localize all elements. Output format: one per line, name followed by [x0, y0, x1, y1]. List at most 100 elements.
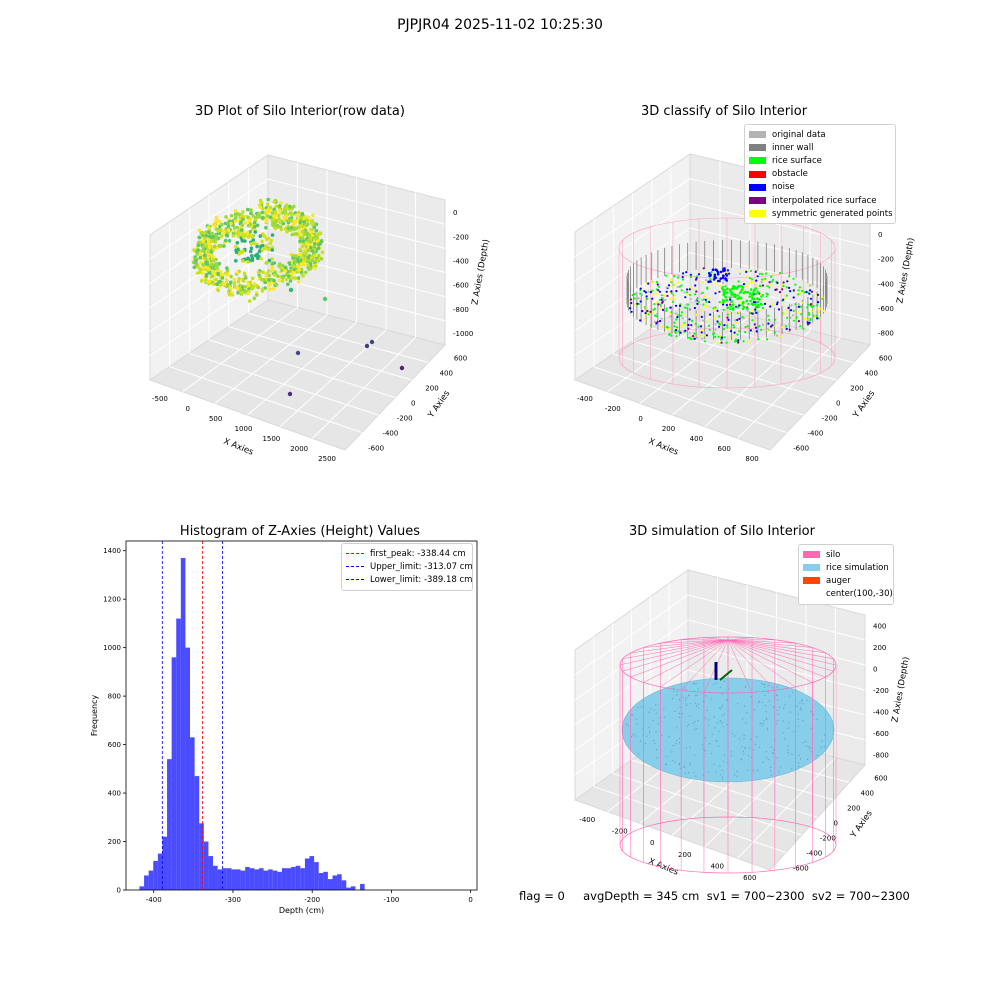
outlier-point — [369, 339, 375, 345]
class-point — [742, 340, 745, 343]
histogram-bar — [332, 875, 338, 890]
histogram-bar — [203, 841, 209, 890]
class-point — [770, 283, 773, 286]
rice-point — [685, 703, 687, 705]
x-tick-label: -400 — [577, 395, 593, 403]
rice-point — [811, 751, 813, 753]
class-point — [801, 301, 804, 304]
class-point — [658, 319, 662, 323]
class-point — [652, 311, 655, 314]
y-tick-label: -600 — [793, 865, 809, 873]
legend-entry: original data — [749, 128, 891, 141]
point — [293, 254, 297, 258]
rice-point — [748, 747, 751, 749]
class-point — [760, 278, 764, 281]
class-point — [657, 285, 661, 288]
class-point — [749, 288, 753, 291]
class-point — [760, 328, 763, 331]
class-point — [742, 305, 746, 309]
rice-point — [648, 726, 650, 728]
class-point — [697, 325, 700, 328]
x-tick-label: -400 — [579, 816, 595, 824]
x-axis-label: Depth (cm) — [279, 906, 324, 915]
point — [290, 213, 295, 217]
rice-point — [704, 749, 706, 752]
class-point — [719, 334, 722, 337]
class-point — [727, 318, 730, 321]
point — [287, 274, 291, 278]
point — [236, 291, 240, 295]
point — [273, 226, 278, 231]
silo-roof-wire — [630, 639, 729, 678]
point — [239, 220, 243, 224]
class-point — [675, 335, 678, 338]
class-point — [637, 297, 640, 300]
rice-point — [679, 712, 681, 715]
class-point — [738, 304, 741, 307]
class-point — [703, 332, 706, 335]
rice-point — [661, 734, 663, 736]
class-point — [704, 279, 708, 282]
class-point — [744, 331, 747, 334]
class-point — [669, 298, 672, 301]
point — [311, 213, 315, 217]
rice-point — [752, 749, 754, 751]
silo-roof-wire — [622, 639, 729, 672]
x-tick-label: 200 — [678, 851, 691, 859]
class-point — [692, 335, 695, 338]
point — [201, 239, 206, 243]
point — [257, 249, 262, 254]
class-point — [677, 275, 680, 278]
rice-point — [782, 720, 784, 722]
rice-point — [765, 751, 768, 753]
class-point — [799, 291, 802, 294]
class-point — [702, 267, 705, 270]
class-point — [736, 333, 739, 336]
rice-point — [639, 740, 642, 742]
class-point — [734, 338, 738, 341]
class-point — [674, 331, 677, 335]
rice-point — [770, 770, 772, 772]
rice-point — [683, 766, 686, 769]
class-point — [730, 300, 734, 303]
rice-point — [820, 746, 822, 748]
point — [214, 215, 219, 220]
class-point — [766, 315, 769, 318]
point — [302, 216, 307, 221]
class-point — [785, 294, 788, 297]
class-point — [718, 315, 721, 318]
class-point — [661, 300, 664, 303]
class-point — [653, 320, 656, 323]
point — [243, 221, 248, 225]
z-tick-label: -200 — [878, 256, 894, 264]
histogram-bar — [254, 869, 259, 890]
point — [269, 238, 274, 243]
point — [296, 276, 301, 280]
point — [260, 287, 265, 291]
point — [207, 271, 212, 275]
class-point — [792, 296, 795, 299]
point — [195, 252, 200, 256]
histogram-bar — [249, 868, 255, 890]
legend-entry: symmetric generated points — [749, 207, 893, 220]
rice-point — [788, 695, 791, 697]
point — [301, 257, 306, 261]
class-point — [806, 323, 810, 326]
rice-point — [628, 725, 630, 727]
class-point — [736, 294, 739, 297]
class-point — [694, 299, 697, 302]
rice-point — [632, 733, 634, 736]
class-point — [675, 290, 678, 293]
rice-point — [711, 752, 713, 755]
class-point — [755, 311, 758, 314]
class-point — [760, 281, 763, 284]
point — [198, 255, 203, 260]
class-point — [778, 291, 782, 294]
rice-point — [648, 711, 650, 713]
class-point — [699, 325, 703, 328]
class-point — [722, 328, 726, 331]
rice-point — [678, 764, 681, 766]
rice-point — [744, 747, 746, 749]
class-point — [690, 319, 694, 322]
class-point — [776, 281, 779, 284]
